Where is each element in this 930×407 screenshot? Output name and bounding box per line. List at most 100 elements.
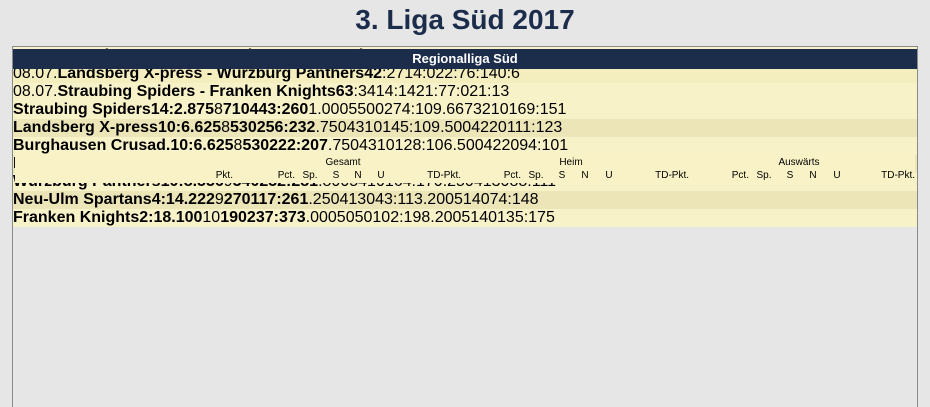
stat-cell: 0 (363, 209, 373, 226)
stat-cell: 0 (366, 191, 376, 208)
stat-cell: 2 (501, 137, 511, 154)
stat-cell: 0 (366, 101, 376, 118)
stat-cell: 10 (202, 209, 221, 226)
standings-row: Landsberg X-press10:6.6258530256:232.750… (13, 119, 917, 137)
standings-row: Burghausen Crusad.10:6.6258530222:207.75… (13, 137, 917, 155)
stat-cell: 222:207 (269, 137, 328, 154)
stat-cell: 9 (229, 209, 239, 226)
section-title: Regionalliga Süd (13, 49, 917, 69)
stat-cell: .500 (452, 137, 484, 154)
stat-cell: 2:18 (139, 209, 172, 226)
stat-cell: 4 (339, 191, 349, 208)
stat-cell: 94:101 (519, 137, 569, 154)
stat-cell: 7 (232, 191, 242, 208)
stat-cell: 0 (499, 101, 509, 118)
game-row: 08.07.Straubing Spiders - Franken Knight… (13, 83, 917, 101)
stat-cell: 8 (221, 119, 231, 136)
stat-cell: 8 (233, 137, 243, 154)
stat-cell: 3 (357, 191, 367, 208)
page-title: 3. Liga Süd 2017 (355, 4, 575, 35)
stat-cell: 0 (510, 137, 520, 154)
stat-cell: 2 (492, 137, 502, 154)
stat-cell: 5 (461, 209, 471, 226)
stat-cell: 3 (251, 137, 261, 154)
stat-cell: .500 (440, 119, 472, 136)
stat-cell: 1 (348, 191, 358, 208)
stat-cell: 0 (260, 137, 270, 154)
column-label: Sp. (302, 170, 318, 181)
team-name: Straubing Spiders (13, 101, 151, 118)
stat-cell: 135:175 (497, 209, 555, 226)
stat-cell: 10:6 (157, 119, 190, 136)
stat-cell: .625 (189, 119, 222, 136)
column-label: TD-Pkt. (655, 170, 689, 181)
column-label: U (833, 170, 841, 181)
stat-cell: 0 (238, 209, 247, 226)
stat-cell: 0 (345, 209, 355, 226)
game-match: Straubing Spiders - Franken Knights (57, 83, 336, 100)
stat-cell: .200 (430, 209, 462, 226)
stat-cell: .625 (202, 137, 234, 154)
column-label: N (581, 170, 589, 181)
column-label: TD-Pkt. (427, 170, 461, 181)
stat-cell: 5 (336, 209, 346, 226)
stat-cell: 4 (479, 209, 489, 226)
stat-cell: 102:198 (372, 209, 431, 226)
column-label: N (809, 170, 817, 181)
stat-cell: 128:106 (394, 137, 453, 154)
column-label: Pct. (277, 170, 295, 181)
stat-cell: 111:123 (506, 119, 563, 136)
column-label: Sp. (528, 170, 544, 181)
stat-cell: .750 (327, 137, 360, 154)
stat-cell: 14:2 (150, 101, 183, 118)
stat-cell: 0 (240, 101, 250, 118)
stat-cell: 8 (213, 101, 223, 118)
stat-cell: .667 (441, 101, 473, 118)
standings-row: Straubing Spiders14:2.8758710443:2601.00… (13, 101, 917, 119)
column-label: U (377, 170, 385, 181)
team-name: Burghausen Crusad. (13, 137, 171, 154)
stat-cell: 0 (385, 137, 395, 154)
stat-cell: 4 (483, 137, 493, 154)
stat-cell: 1 (470, 209, 480, 226)
stat-cell: 3 (355, 119, 365, 136)
game-row: 08.07.Landsberg X-press - Würzburg Panth… (13, 65, 917, 83)
group-label: Heim (559, 157, 583, 168)
game-quarter: 7:0 (446, 83, 470, 100)
stat-cell: 4 (359, 137, 368, 154)
game-quarter: 6:14 (466, 65, 498, 82)
stat-cell: 4 (471, 191, 481, 208)
team-name: Franken Knights (13, 209, 140, 226)
stat-cell: 5 (454, 191, 463, 208)
stat-cell: .250 (308, 191, 340, 208)
game-quarter: 22:7 (435, 65, 467, 82)
column-label: U (605, 170, 613, 181)
game-date: 08.07. (13, 83, 58, 100)
stat-cell: 274:109 (383, 101, 442, 118)
stat-cell: 145:109 (382, 119, 441, 136)
column-label: S (558, 170, 566, 181)
stat-cell: .750 (315, 119, 347, 136)
stat-cell: 5 (242, 137, 252, 154)
column-label: S (332, 170, 340, 181)
game-quarter: 21:7 (415, 83, 447, 100)
stat-cell: 0 (488, 209, 498, 226)
column-label: Sp. (756, 170, 772, 181)
column-label: S (786, 170, 794, 181)
stat-cell: 3 (238, 119, 248, 136)
game-quarter: 14:14 (375, 83, 416, 100)
team-name: Landsberg X-press (13, 119, 158, 136)
stat-cell: 256:232 (256, 119, 316, 136)
stat-cell: 7 (222, 101, 232, 118)
group-label: Gesamt (325, 157, 361, 168)
game-quarter: 21:13 (469, 83, 510, 100)
stat-cell: .875 (182, 101, 214, 118)
stat-cell: .100 (171, 209, 203, 226)
stat-cell: 9 (214, 191, 224, 208)
stat-cell: 3 (472, 101, 482, 118)
stat-cell: 5 (348, 101, 358, 118)
stat-cell: 3 (367, 137, 377, 154)
standings-header: Gesamt Heim Auswärts Pkt. Pct. Sp. S N U TD-Pkt. P… (15, 155, 915, 183)
stat-cell: .200 (422, 191, 454, 208)
